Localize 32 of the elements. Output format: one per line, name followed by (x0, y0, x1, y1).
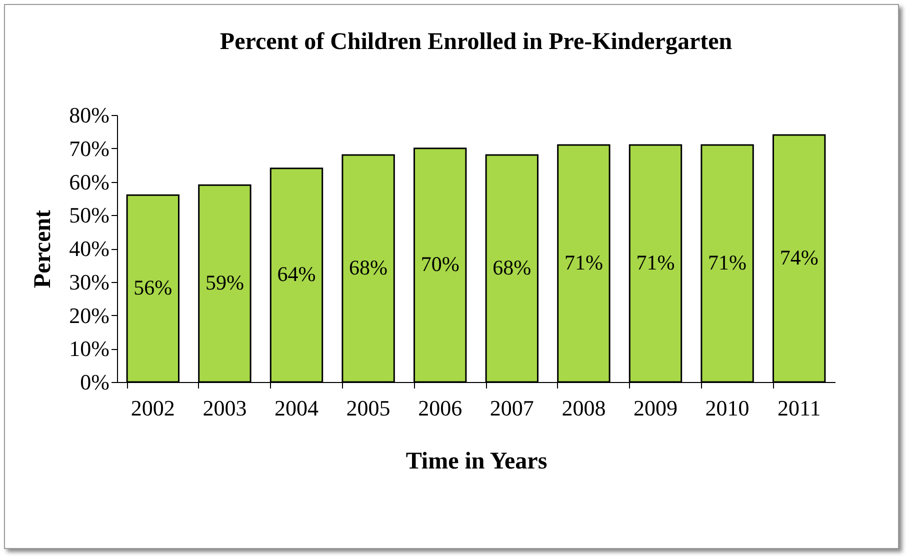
data-label: 74% (780, 246, 818, 270)
x-tick-label: 2010 (705, 396, 750, 420)
data-label: 59% (205, 270, 244, 295)
y-tick-label: 70% (69, 136, 110, 161)
y-tick-label: 30% (69, 269, 110, 294)
y-tick-label: 40% (69, 236, 110, 261)
data-label: 64% (277, 262, 316, 286)
x-tick-label: 2009 (634, 396, 678, 420)
x-tick-label: 2005 (346, 396, 390, 420)
y-tick-label: 20% (69, 302, 110, 328)
y-tick-label: 50% (69, 202, 110, 228)
chart-title: Percent of Children Enrolled in Pre-Kindergarten (220, 29, 732, 55)
data-label: 71% (708, 250, 747, 275)
x-tick-label: 2007 (490, 396, 534, 420)
x-tick-label: 2008 (562, 396, 606, 420)
y-tick-label: 60% (69, 169, 110, 194)
x-tick-label: 2006 (418, 396, 462, 420)
data-label: 68% (349, 256, 388, 280)
x-tick-label: 2003 (202, 396, 247, 420)
x-tick-label: 2011 (778, 396, 821, 420)
y-tick-label: 10% (69, 336, 110, 362)
data-label: 71% (636, 250, 675, 275)
y-tick-label: 0% (80, 370, 110, 394)
data-label: 71% (564, 250, 603, 275)
data-label: 70% (420, 252, 460, 276)
y-axis-title: Percent (30, 210, 56, 288)
x-tick-label: 2004 (274, 396, 318, 420)
data-label: 56% (134, 276, 172, 300)
data-label: 68% (492, 256, 532, 280)
x-tick-label: 2002 (130, 396, 175, 420)
y-tick-label: 80% (69, 102, 110, 128)
x-axis-title: Time in Years (406, 448, 548, 474)
